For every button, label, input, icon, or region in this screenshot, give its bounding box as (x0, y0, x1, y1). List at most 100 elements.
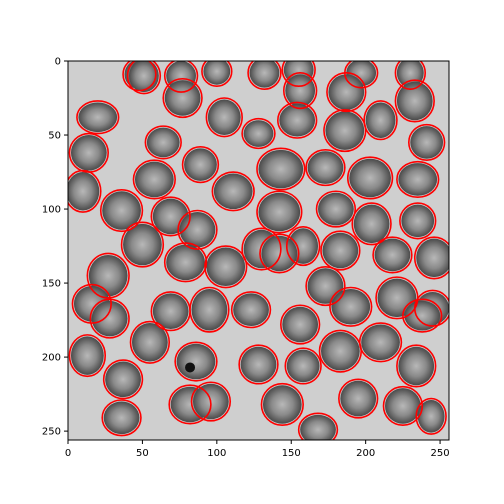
cell-72 (103, 401, 140, 435)
microscopy-image (68, 61, 449, 440)
cell-54 (282, 306, 319, 343)
contour-1 (122, 61, 157, 92)
segmentation-contours (68, 61, 449, 440)
cell-11 (207, 99, 241, 136)
cell-30 (102, 191, 141, 230)
contour-27 (346, 156, 394, 200)
cell-63 (240, 346, 277, 383)
cell-16 (325, 111, 365, 150)
cell-12 (243, 120, 274, 147)
cell-61 (361, 324, 400, 361)
cell-24 (213, 173, 253, 210)
contour-45 (86, 252, 130, 299)
y-tick-label: 100 (42, 205, 61, 216)
cell-22 (184, 148, 217, 181)
contour-5 (281, 61, 316, 87)
cell-65 (321, 331, 360, 371)
cell-44 (416, 238, 449, 278)
cell-19 (410, 126, 444, 159)
x-tick-label: 200 (356, 448, 375, 459)
cell-66 (105, 361, 141, 398)
contour-68 (190, 381, 232, 422)
cell-39 (206, 247, 246, 287)
contour-70 (338, 378, 379, 419)
cell-64 (286, 349, 320, 383)
y-tick-label: 50 (48, 131, 61, 142)
cell-71 (385, 388, 421, 424)
contour-32 (177, 209, 218, 250)
contour-12 (241, 117, 276, 150)
contour-16 (323, 109, 367, 153)
contour-46 (259, 233, 300, 274)
contour-41 (285, 225, 321, 267)
contour-54 (280, 304, 321, 345)
contour-33 (256, 190, 303, 234)
contour-26 (305, 149, 346, 187)
contour-11 (205, 97, 243, 138)
cell-62 (398, 346, 435, 386)
y-tick-label: 0 (55, 57, 61, 68)
cell-59 (131, 323, 168, 362)
dark-spot (185, 362, 196, 373)
contour-55 (329, 286, 373, 327)
contour-59 (129, 320, 171, 364)
cell-74 (417, 400, 445, 433)
contour-22 (181, 146, 220, 184)
contour-23 (132, 159, 176, 200)
cell-13 (285, 74, 316, 107)
contour-2 (163, 61, 199, 93)
contour-58 (68, 334, 107, 378)
cell-9 (129, 61, 159, 93)
contour-19 (408, 123, 446, 162)
contour-30 (99, 188, 144, 233)
cell-8 (78, 102, 118, 133)
x-tick-label: 250 (431, 448, 450, 459)
contour-69 (260, 382, 304, 427)
contour-44 (413, 236, 449, 280)
cell-46 (261, 235, 298, 272)
contour-31 (150, 196, 191, 237)
contour-35 (351, 202, 392, 246)
contour-14 (277, 101, 318, 139)
x-tick-label: 100 (207, 448, 226, 459)
cell-20 (70, 135, 107, 171)
cell-48 (377, 278, 417, 318)
contour-72 (101, 399, 142, 437)
contour-29 (68, 169, 102, 213)
contour-57 (89, 298, 130, 339)
contour-10 (162, 77, 203, 119)
contour-3 (201, 61, 233, 87)
cell-53 (233, 293, 269, 327)
cell-15 (328, 74, 365, 110)
cell-60 (176, 343, 216, 380)
contour-34 (315, 190, 357, 228)
y-axis: 0 50 100 150 200 250 (42, 57, 68, 438)
contour-36 (399, 202, 437, 240)
contour-8 (76, 100, 120, 135)
cell-42 (322, 232, 359, 269)
y-tick-label: 150 (42, 279, 61, 290)
cell-32 (179, 212, 216, 248)
contour-15 (326, 72, 367, 113)
contour-38 (163, 242, 208, 283)
cell-27 (349, 158, 391, 198)
cell-29 (68, 172, 100, 211)
cell-18 (396, 81, 433, 121)
contour-66 (102, 359, 144, 400)
contour-42 (320, 230, 361, 271)
contour-25 (256, 147, 306, 191)
x-tick-label: 150 (282, 448, 301, 459)
cell-4 (249, 61, 280, 88)
cell-43 (374, 238, 411, 272)
y-tick-label: 200 (42, 353, 61, 364)
cell-33 (258, 192, 301, 232)
contour-37 (120, 221, 165, 268)
y-tick-label: 250 (42, 427, 61, 438)
cell-56 (404, 300, 441, 331)
contour-56 (402, 298, 443, 333)
contour-60 (174, 341, 218, 382)
cell-28 (398, 163, 438, 196)
cells (68, 61, 449, 440)
cell-69 (262, 385, 302, 424)
x-tick-label: 50 (136, 448, 149, 459)
